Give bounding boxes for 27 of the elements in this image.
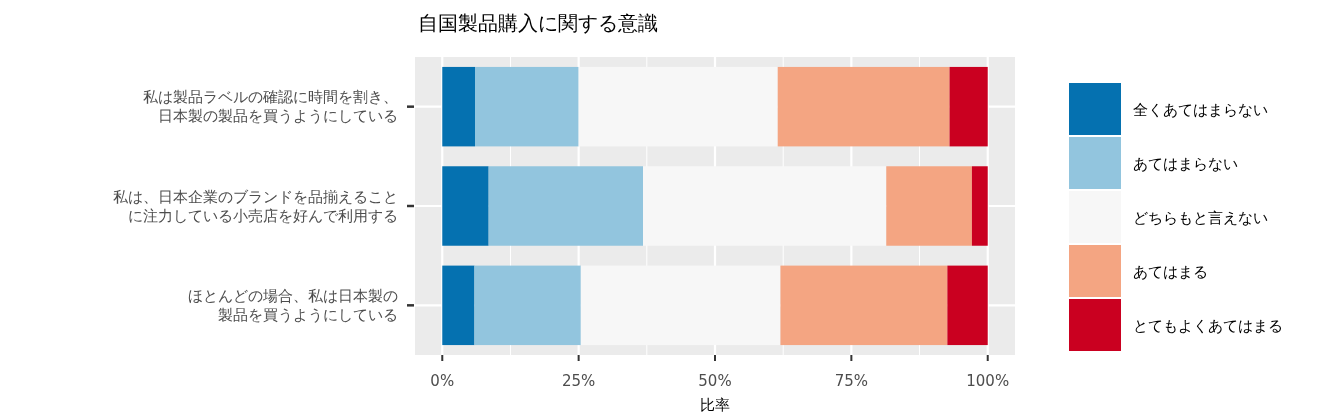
text: どちらもと言えない: [1133, 209, 1268, 227]
y-tick-label: ほとんどの場合、私は日本製の製品を買うようにしている: [188, 286, 398, 324]
bar: [488, 166, 643, 246]
text: あてはまる: [1133, 263, 1208, 281]
chart-title: 自国製品購入に関する意識: [418, 11, 658, 35]
bar: [780, 265, 948, 346]
bar: [475, 66, 579, 147]
text: とてもよくあてはまる: [1133, 317, 1283, 335]
bar: [949, 66, 988, 147]
bar: [777, 66, 950, 147]
y-tick-label: 私は、日本企業のブランドを品揃えることに注力している小売店を好んで利用する: [113, 187, 398, 225]
y-tick-label: 私は製品ラベルの確認に時間を割き、日本製の製品を買うようにしている: [143, 88, 398, 126]
x-tick-label: 25%: [561, 372, 596, 390]
text: あてはまらない: [1133, 155, 1238, 173]
x-tick-label: 50%: [698, 372, 732, 390]
bar: [442, 66, 475, 147]
x-tick-label: 0%: [430, 372, 455, 390]
bar: [474, 265, 581, 346]
bar: [442, 265, 475, 346]
bar: [971, 166, 988, 246]
bar: [886, 166, 972, 246]
bar: [442, 166, 489, 246]
x-tick-label: 75%: [834, 372, 869, 390]
x-axis-title: 比率: [700, 396, 730, 414]
x-tick-label: 100%: [966, 372, 1010, 390]
text: 全くあてはまらない: [1133, 101, 1268, 119]
bar: [947, 265, 988, 346]
